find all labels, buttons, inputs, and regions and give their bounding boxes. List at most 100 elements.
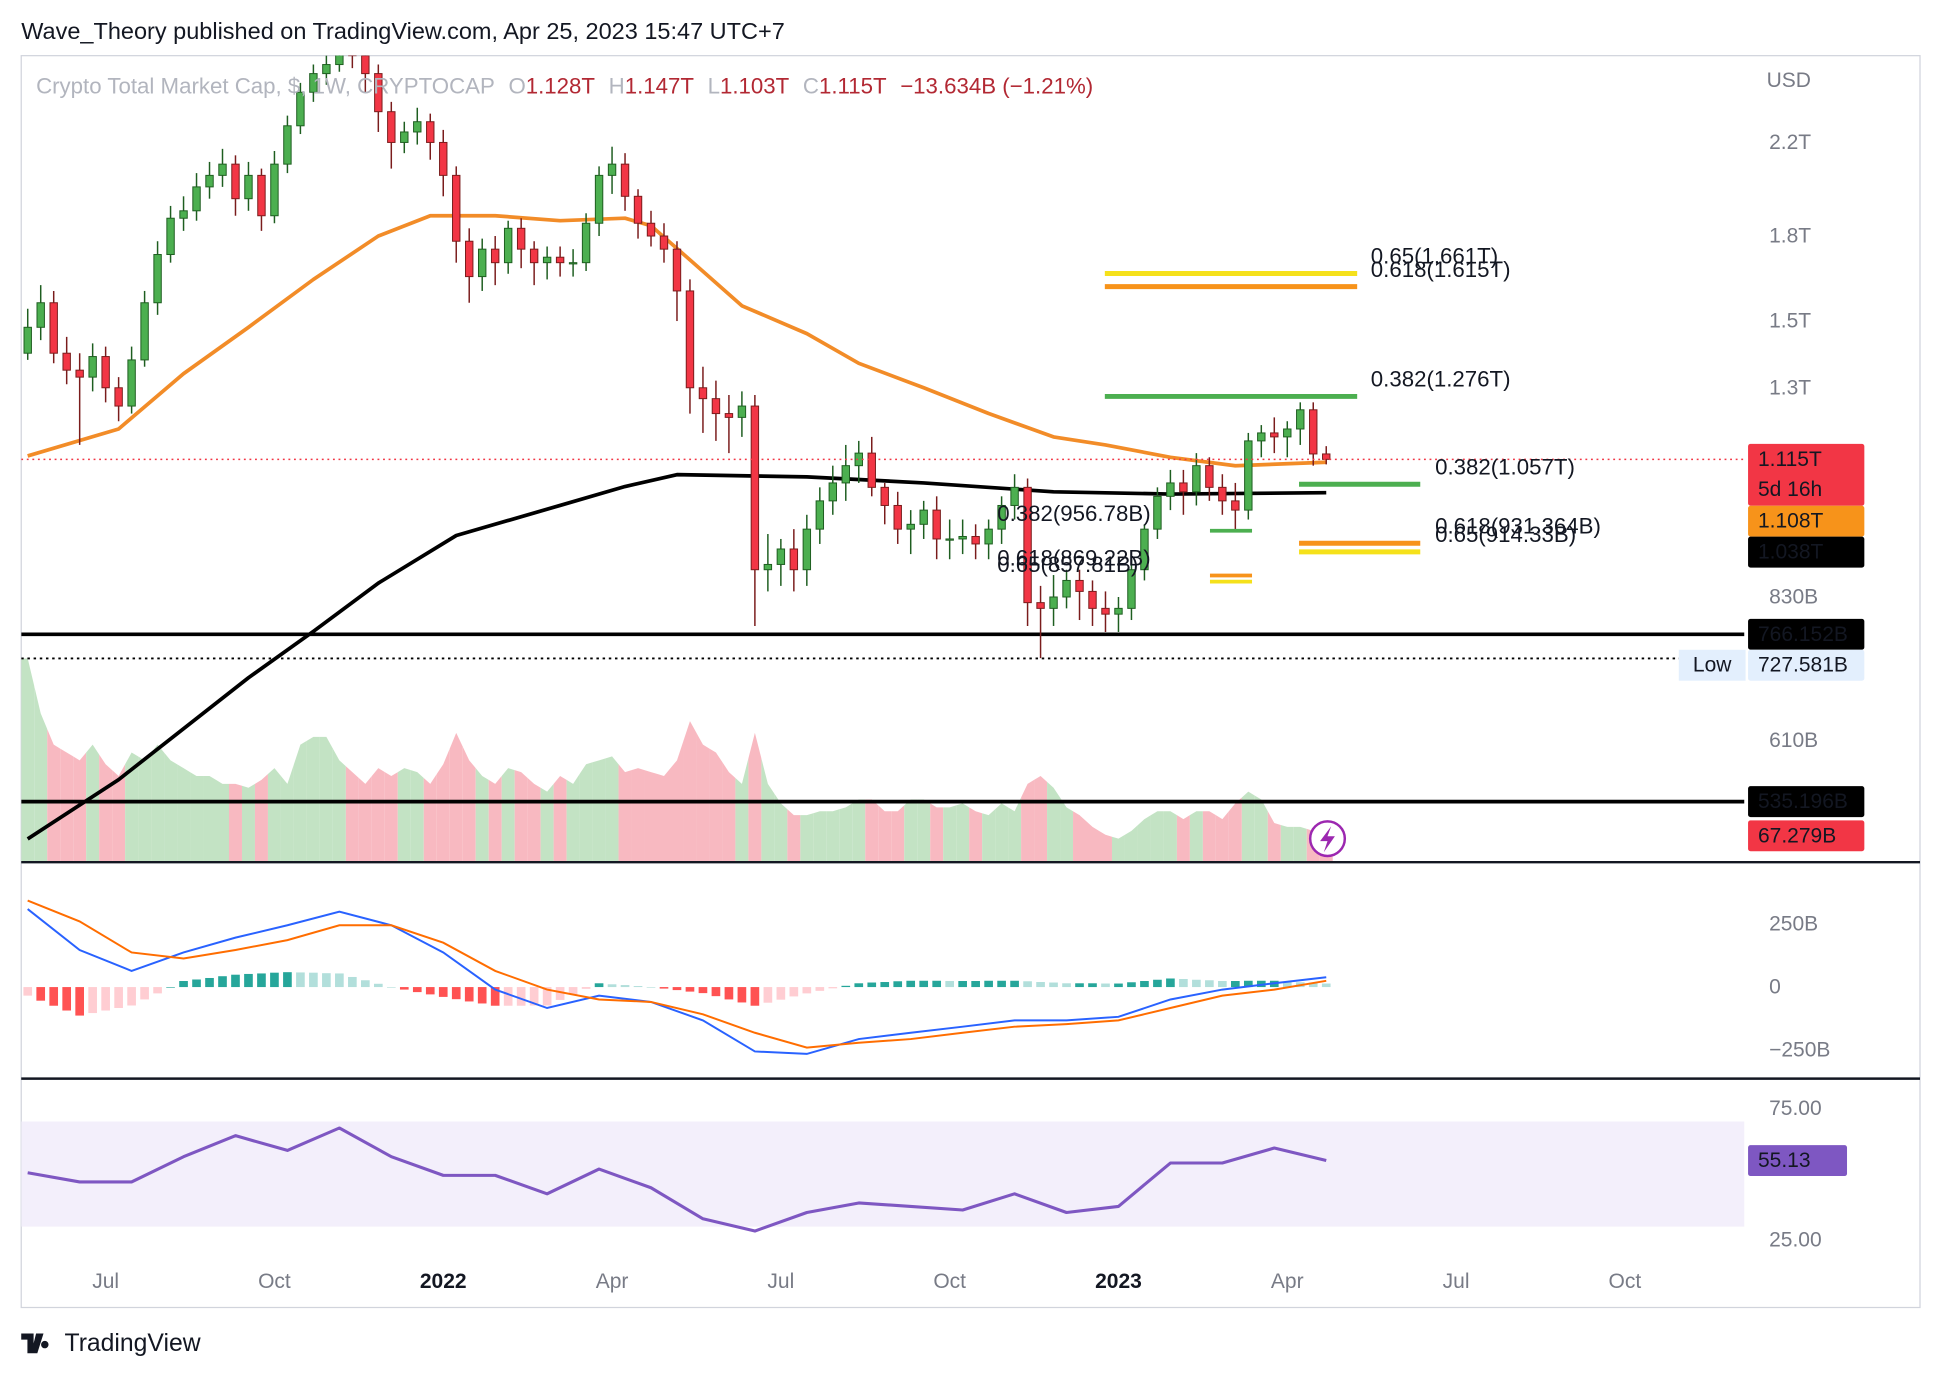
volume-area	[891, 805, 905, 863]
macd-histogram-bar	[919, 980, 929, 988]
macd-histogram-bar	[932, 980, 942, 988]
macd-histogram-bar	[581, 987, 591, 989]
macd-tick-label: 250B	[1769, 912, 1818, 935]
volume-area	[1098, 830, 1112, 863]
macd-histogram-bar	[1010, 980, 1019, 988]
x-tick-label: Apr	[596, 1270, 629, 1293]
candle-body	[1088, 590, 1097, 609]
volume-area	[865, 799, 879, 863]
candle-body	[75, 369, 84, 378]
volume-area	[527, 777, 541, 863]
candle-body	[439, 141, 448, 176]
alert-bolt[interactable]	[1320, 826, 1335, 853]
candle-body	[542, 256, 552, 264]
macd-histogram-bar	[659, 987, 669, 989]
macd-histogram-bar	[490, 987, 500, 1006]
x-tick-label: Jul	[1443, 1270, 1470, 1293]
candle-body	[153, 254, 162, 304]
legend-change: −13.634B (−1.21%)	[900, 73, 1093, 98]
candle-body	[1010, 486, 1019, 506]
candle-body	[555, 256, 565, 264]
candle-body	[763, 563, 773, 571]
volume-area	[1280, 824, 1294, 863]
legend-value: 1.115T	[819, 73, 887, 98]
macd-histogram-bar	[309, 972, 318, 988]
candle-body	[659, 235, 669, 250]
y-tick-label: 830B	[1769, 585, 1818, 608]
legend-value: 1.103T	[720, 73, 790, 98]
legend-key: C	[803, 73, 819, 98]
countdown: 5d 16h	[1758, 478, 1822, 501]
alert-icon[interactable]	[1308, 820, 1347, 858]
macd-histogram-bar	[685, 987, 695, 992]
macd-histogram-bar	[1153, 979, 1162, 988]
footer-logo	[21, 1333, 49, 1354]
volume-area	[280, 764, 294, 863]
macd-histogram-bar	[750, 987, 760, 1006]
macd-histogram-bar	[542, 987, 552, 1006]
volume-area	[358, 776, 372, 863]
candle-body	[23, 326, 32, 354]
macd-histogram-bar	[1282, 981, 1292, 988]
macd-histogram-bar	[516, 987, 526, 1006]
candle-body	[867, 452, 876, 488]
macd-histogram-bar	[1321, 983, 1331, 988]
candle-body	[361, 55, 370, 75]
macd-histogram-bar	[1114, 983, 1123, 988]
legend-symbol: Crypto Total Market Cap, $, 1W, CRYPTOCA…	[36, 73, 495, 98]
price-label-box	[1748, 505, 1865, 537]
macd-histogram-bar	[1192, 979, 1201, 988]
macd-histogram-bar	[815, 987, 825, 991]
candle-body	[1244, 440, 1253, 511]
macd-histogram-bar	[192, 979, 201, 988]
macd-histogram-bar	[1140, 981, 1149, 988]
volume-area	[1124, 824, 1138, 863]
macd-histogram-bar	[464, 987, 474, 1002]
candle-body	[607, 163, 617, 176]
candle-body	[257, 174, 266, 217]
volume-area	[73, 752, 87, 863]
macd-histogram-bar	[1075, 983, 1084, 988]
macd-histogram-bar	[438, 987, 448, 997]
macd-histogram-bar	[698, 987, 708, 994]
volume-area	[1163, 811, 1177, 863]
candle-body	[737, 405, 747, 418]
macd-histogram-bar	[802, 987, 812, 994]
macd-histogram-bar	[23, 987, 33, 996]
candle-body	[932, 509, 941, 540]
macd-histogram-bar	[425, 987, 435, 995]
macd-histogram-bar	[153, 987, 162, 994]
macd-histogram-bar	[270, 972, 279, 988]
volume-area	[177, 764, 191, 863]
volume-area	[540, 783, 554, 863]
volume-area	[423, 774, 437, 863]
header: Wave_Theory published on TradingView.com…	[21, 18, 785, 44]
volume-area	[228, 783, 242, 863]
volume-area	[943, 805, 957, 863]
fib-label: 0.618(1.615T)	[1371, 257, 1511, 282]
price-label-box	[1748, 649, 1865, 681]
macd-histogram-bar	[283, 972, 292, 988]
volume-area	[930, 803, 944, 863]
macd-histogram-bar	[386, 987, 396, 988]
candle-body	[984, 528, 993, 545]
macd-histogram-bar	[841, 985, 851, 988]
macd-histogram-bar	[101, 987, 110, 1011]
macd-histogram-bar	[893, 981, 903, 988]
macd-histogram-bar	[231, 974, 240, 988]
macd-histogram-bar	[711, 987, 721, 997]
macd-histogram-bar	[127, 987, 136, 1006]
macd-histogram-bar	[218, 976, 227, 988]
x-tick-label: 2022	[420, 1270, 467, 1293]
macd-histogram-bar	[114, 987, 123, 1009]
macd-tick-label: 0	[1769, 976, 1781, 999]
candle-body	[971, 535, 980, 545]
macd-histogram-bar	[36, 987, 46, 1001]
candle-body	[452, 174, 461, 242]
candle-body	[1036, 602, 1045, 609]
volume-area	[371, 768, 385, 863]
candle-body	[724, 413, 734, 418]
price-label-box	[1748, 786, 1865, 818]
candle-body	[1218, 486, 1227, 502]
